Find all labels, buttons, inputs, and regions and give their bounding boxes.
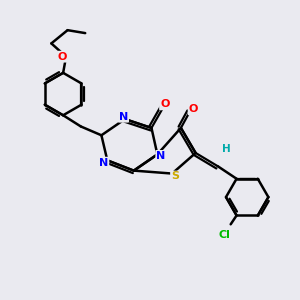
Text: Cl: Cl [219, 230, 231, 240]
Text: N: N [156, 151, 166, 161]
Text: N: N [119, 112, 128, 122]
Text: O: O [189, 104, 198, 114]
Text: N: N [99, 158, 108, 168]
Text: H: H [222, 143, 231, 154]
Text: O: O [58, 52, 67, 62]
Text: O: O [160, 99, 169, 110]
Text: S: S [171, 172, 179, 182]
